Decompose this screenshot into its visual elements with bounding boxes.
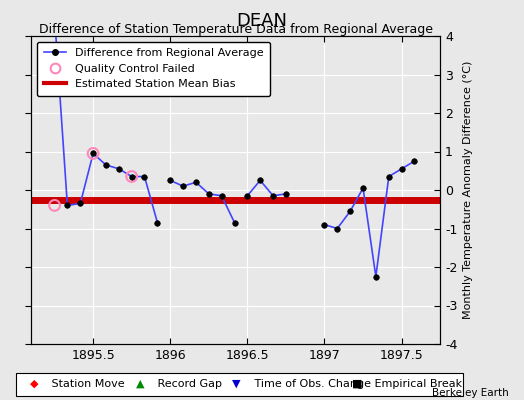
Text: Record Gap: Record Gap xyxy=(154,379,222,389)
Title: Difference of Station Temperature Data from Regional Average: Difference of Station Temperature Data f… xyxy=(39,23,433,36)
Point xyxy=(89,150,97,157)
Text: DEAN: DEAN xyxy=(236,12,288,30)
Text: ▲: ▲ xyxy=(136,379,144,389)
Text: ◆: ◆ xyxy=(29,379,38,389)
Point xyxy=(127,173,136,180)
Text: Time of Obs. Change: Time of Obs. Change xyxy=(251,379,371,389)
Text: Empirical Break: Empirical Break xyxy=(371,379,462,389)
Text: Station Move: Station Move xyxy=(48,379,125,389)
Text: ▼: ▼ xyxy=(233,379,241,389)
Point xyxy=(50,202,59,209)
Y-axis label: Monthly Temperature Anomaly Difference (°C): Monthly Temperature Anomaly Difference (… xyxy=(463,61,473,319)
FancyBboxPatch shape xyxy=(16,373,463,396)
Text: ■: ■ xyxy=(352,379,363,389)
Text: Berkeley Earth: Berkeley Earth xyxy=(432,388,508,398)
Legend: Difference from Regional Average, Quality Control Failed, Estimated Station Mean: Difference from Regional Average, Qualit… xyxy=(37,42,270,96)
